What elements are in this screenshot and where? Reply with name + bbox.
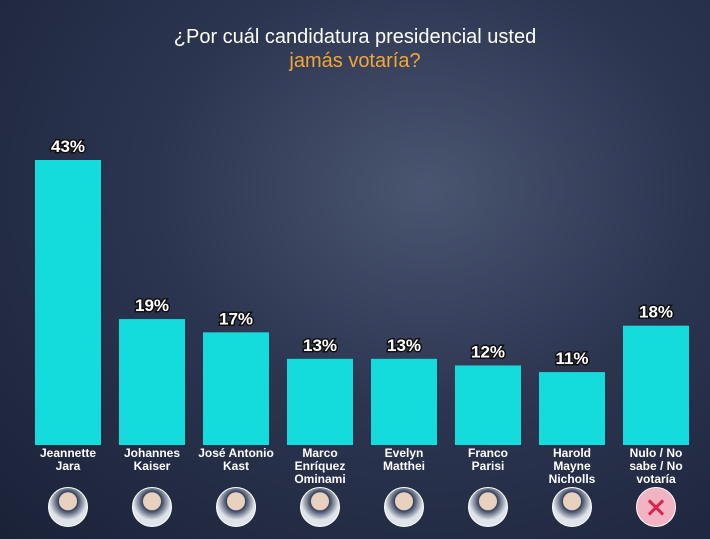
x-tick-label: Marco Enríquez Ominami [294, 446, 346, 486]
bar [119, 319, 185, 445]
x-tick-label: José Antonio Kast [198, 446, 274, 473]
x-tick-label: Nulo / No sabe / No votaría [629, 446, 683, 486]
bar [35, 160, 101, 445]
avatar [48, 487, 88, 527]
value-label: 43% [51, 137, 85, 156]
avatar [300, 487, 340, 527]
chart-subtitle: jamás votaría? [288, 50, 420, 72]
avatar [132, 487, 172, 527]
bar [371, 358, 437, 445]
bar [455, 365, 521, 445]
x-tick-label: Evelyn Matthei [383, 446, 425, 473]
avatar [468, 487, 508, 527]
x-tick-label: Franco Parisi [467, 446, 508, 473]
value-label: 18% [639, 303, 673, 322]
x-tick-label: Johannes Kaiser [123, 446, 180, 473]
value-label: 12% [471, 342, 505, 361]
chart-title: ¿Por cuál candidatura presidencial usted [174, 26, 536, 48]
value-label: 19% [135, 296, 169, 315]
x-tick-label: Jeannette Jara [39, 446, 97, 473]
value-label: 13% [387, 336, 421, 355]
avatar [216, 487, 256, 527]
bar [539, 372, 605, 445]
avatar [384, 487, 424, 527]
bar [287, 358, 353, 445]
avatar [636, 487, 676, 527]
x-tick-label: Harold Mayne Nicholls [548, 446, 596, 486]
value-label: 11% [555, 349, 588, 368]
bar [203, 332, 269, 445]
value-label: 13% [303, 336, 337, 355]
avatar [552, 487, 592, 527]
value-label: 17% [219, 309, 253, 328]
bar [623, 325, 689, 445]
